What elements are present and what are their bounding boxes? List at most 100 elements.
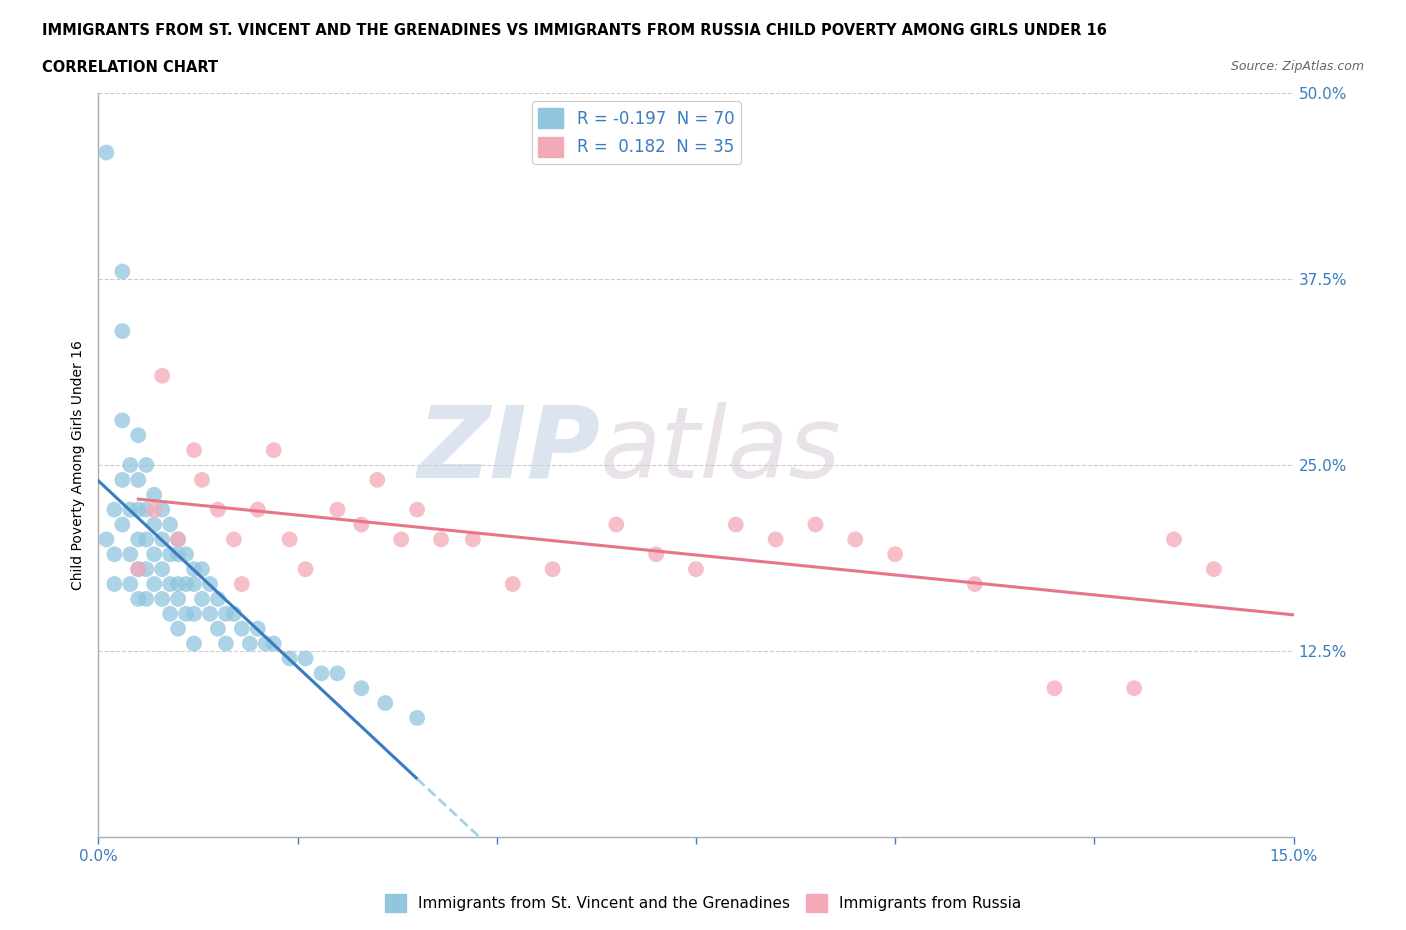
- Text: ZIP: ZIP: [418, 402, 600, 498]
- Point: [103, 577, 125, 591]
- Point: [685, 562, 707, 577]
- Text: IMMIGRANTS FROM ST. VINCENT AND THE GRENADINES VS IMMIGRANTS FROM RUSSIA CHILD P: IMMIGRANTS FROM ST. VINCENT AND THE GREN…: [42, 23, 1107, 38]
- Point: [366, 472, 388, 487]
- Point: [406, 711, 429, 725]
- Point: [150, 591, 173, 606]
- Point: [311, 666, 333, 681]
- Point: [350, 681, 373, 696]
- Point: [159, 606, 181, 621]
- Point: [605, 517, 627, 532]
- Y-axis label: Child Poverty Among Girls Under 16: Child Poverty Among Girls Under 16: [70, 340, 84, 590]
- Point: [207, 502, 229, 517]
- Point: [215, 636, 238, 651]
- Point: [263, 636, 285, 651]
- Point: [143, 517, 166, 532]
- Point: [222, 532, 245, 547]
- Point: [135, 591, 157, 606]
- Point: [143, 547, 166, 562]
- Point: [294, 651, 316, 666]
- Point: [222, 606, 245, 621]
- Point: [103, 547, 125, 562]
- Point: [103, 502, 125, 517]
- Point: [374, 696, 396, 711]
- Point: [231, 621, 253, 636]
- Point: [135, 458, 157, 472]
- Point: [111, 264, 134, 279]
- Point: [127, 428, 149, 443]
- Point: [135, 532, 157, 547]
- Point: [804, 517, 827, 532]
- Point: [183, 606, 205, 621]
- Point: [127, 532, 149, 547]
- Point: [502, 577, 524, 591]
- Point: [111, 413, 134, 428]
- Point: [96, 145, 118, 160]
- Point: [430, 532, 453, 547]
- Point: [645, 547, 668, 562]
- Point: [183, 562, 205, 577]
- Point: [406, 502, 429, 517]
- Point: [1163, 532, 1185, 547]
- Point: [111, 324, 134, 339]
- Point: [294, 562, 316, 577]
- Point: [326, 666, 349, 681]
- Point: [127, 472, 149, 487]
- Point: [198, 577, 221, 591]
- Point: [198, 606, 221, 621]
- Point: [111, 472, 134, 487]
- Text: CORRELATION CHART: CORRELATION CHART: [42, 60, 218, 75]
- Point: [127, 562, 149, 577]
- Point: [120, 547, 142, 562]
- Point: [127, 591, 149, 606]
- Point: [167, 532, 190, 547]
- Legend: Immigrants from St. Vincent and the Grenadines, Immigrants from Russia: Immigrants from St. Vincent and the Gren…: [378, 888, 1028, 918]
- Point: [167, 547, 190, 562]
- Point: [844, 532, 866, 547]
- Point: [167, 577, 190, 591]
- Point: [254, 636, 277, 651]
- Legend: R = -0.197  N = 70, R =  0.182  N = 35: R = -0.197 N = 70, R = 0.182 N = 35: [531, 101, 741, 164]
- Point: [884, 547, 907, 562]
- Point: [150, 502, 173, 517]
- Point: [111, 517, 134, 532]
- Point: [150, 532, 173, 547]
- Point: [183, 636, 205, 651]
- Point: [143, 487, 166, 502]
- Point: [191, 562, 214, 577]
- Point: [174, 577, 197, 591]
- Point: [350, 517, 373, 532]
- Point: [159, 517, 181, 532]
- Point: [167, 621, 190, 636]
- Point: [1202, 562, 1225, 577]
- Point: [135, 502, 157, 517]
- Point: [239, 636, 262, 651]
- Point: [135, 562, 157, 577]
- Point: [1043, 681, 1066, 696]
- Point: [183, 577, 205, 591]
- Point: [167, 532, 190, 547]
- Point: [215, 606, 238, 621]
- Point: [963, 577, 986, 591]
- Point: [278, 532, 301, 547]
- Point: [127, 502, 149, 517]
- Point: [541, 562, 564, 577]
- Point: [174, 606, 197, 621]
- Point: [326, 502, 349, 517]
- Point: [167, 591, 190, 606]
- Point: [231, 577, 253, 591]
- Point: [191, 591, 214, 606]
- Text: Source: ZipAtlas.com: Source: ZipAtlas.com: [1230, 60, 1364, 73]
- Point: [159, 577, 181, 591]
- Point: [120, 458, 142, 472]
- Point: [143, 577, 166, 591]
- Point: [389, 532, 412, 547]
- Point: [278, 651, 301, 666]
- Point: [150, 562, 173, 577]
- Point: [191, 472, 214, 487]
- Point: [461, 532, 484, 547]
- Point: [183, 443, 205, 458]
- Point: [246, 621, 269, 636]
- Point: [724, 517, 747, 532]
- Point: [246, 502, 269, 517]
- Point: [765, 532, 787, 547]
